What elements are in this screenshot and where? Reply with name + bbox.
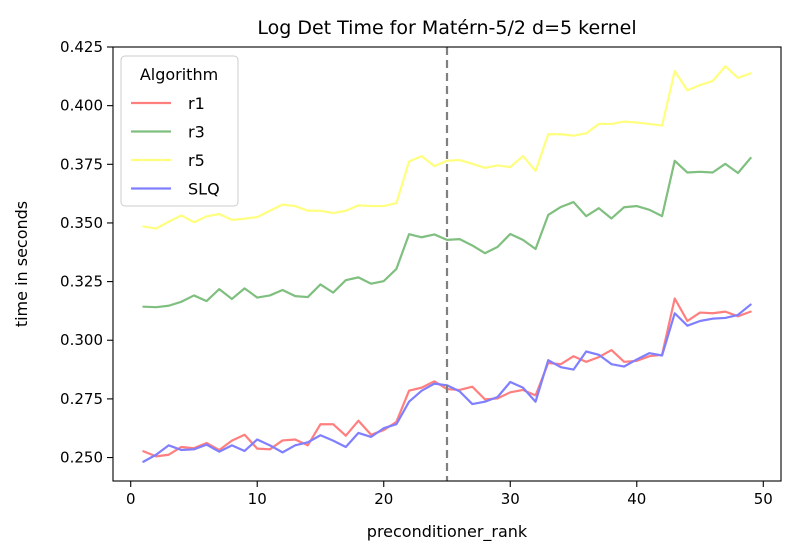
x-tick-label: 20 [374,490,393,508]
y-tick-label: 0.425 [60,38,103,56]
legend-item-r1: r1 [131,94,205,113]
y-tick-label: 0.325 [60,273,103,291]
legend: Algorithm r1 r3 r5 SLQ [120,55,239,207]
legend-label-r5: r5 [188,151,205,170]
chart-title: Log Det Time for Matérn-5/2 d=5 kernel [257,17,636,39]
y-tick-label: 0.300 [60,331,103,349]
x-axis-label: preconditioner_rank [367,522,528,542]
series-r3 [142,156,752,309]
legend-title: Algorithm [140,65,218,84]
y-tick-label: 0.400 [60,97,103,115]
y-tick-label: 0.250 [60,449,103,467]
y-axis-label: time in seconds [12,201,31,327]
series-r5 [142,65,752,230]
legend-box [120,55,239,207]
y-tick-label: 0.350 [60,214,103,232]
legend-item-r3: r3 [131,123,205,142]
legend-item-r5: r5 [131,151,205,170]
x-tick-label: 30 [501,490,520,508]
y-tick-label: 0.275 [60,390,103,408]
x-tick-label: 0 [126,490,136,508]
legend-items: r1 r3 r5 SLQ [131,94,220,199]
x-tick-label: 10 [248,490,267,508]
x-tick-label: 40 [627,490,646,508]
legend-label-SLQ: SLQ [188,180,220,199]
legend-label-r3: r3 [188,123,205,142]
x-axis: 0 10 20 30 40 50 [126,481,773,508]
legend-label-r1: r1 [188,94,205,113]
y-axis: 0.250 0.275 0.300 0.325 0.350 0.375 0.400 0.425 [60,38,113,467]
y-tick-label: 0.375 [60,155,103,173]
x-tick-label: 50 [754,490,773,508]
legend-item-SLQ: SLQ [131,180,220,199]
plot-area-frame [112,46,782,482]
